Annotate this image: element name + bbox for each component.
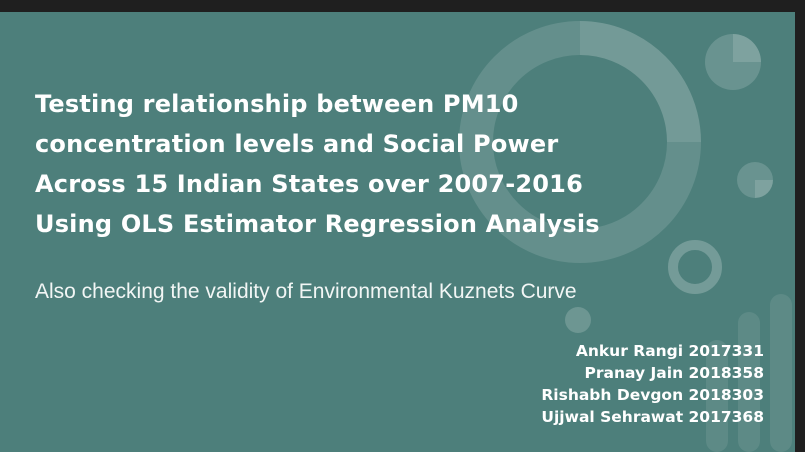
slide-subtitle: Also checking the validity of Environmen… bbox=[35, 280, 577, 303]
small-dot-shape bbox=[565, 307, 591, 333]
author-list: Ankur Rangi 2017331 Pranay Jain 2018358 … bbox=[541, 340, 764, 428]
author-item: Rishabh Devgon 2018303 bbox=[541, 386, 764, 404]
title-line-3: Across 15 Indian States over 2007-2016 bbox=[35, 170, 583, 198]
top-right-circle-shape bbox=[705, 34, 761, 90]
presentation-slide: Testing relationship between PM10 concen… bbox=[0, 12, 795, 452]
window-top-bar bbox=[0, 0, 805, 12]
right-small-pie-slice-shape bbox=[755, 180, 773, 198]
deco-bar-3 bbox=[770, 294, 792, 452]
title-line-1: Testing relationship between PM10 bbox=[35, 90, 519, 118]
author-item: Ujjwal Sehrawat 2017368 bbox=[541, 408, 764, 426]
slide-title: Testing relationship between PM10 concen… bbox=[35, 84, 675, 244]
window-right-edge bbox=[795, 12, 805, 452]
author-item: Ankur Rangi 2017331 bbox=[575, 342, 764, 360]
author-item: Pranay Jain 2018358 bbox=[584, 364, 764, 382]
title-line-4: Using OLS Estimator Regression Analysis bbox=[35, 210, 600, 238]
top-right-pie-slice-shape bbox=[733, 34, 761, 62]
title-line-2: concentration levels and Social Power bbox=[35, 130, 559, 158]
right-small-circle-shape bbox=[737, 162, 773, 198]
